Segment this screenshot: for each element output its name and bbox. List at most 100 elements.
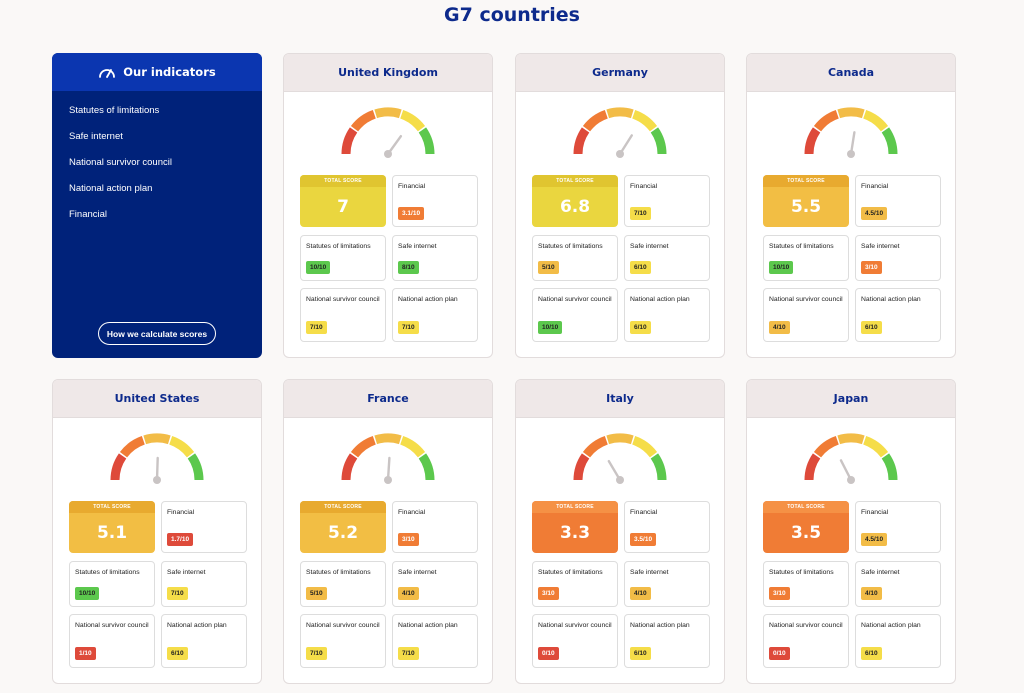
council-score: 1/10 bbox=[75, 647, 96, 660]
gauge-segment bbox=[119, 436, 145, 458]
statutes-label: Statutes of limitations bbox=[306, 569, 371, 576]
score-gauge bbox=[110, 433, 204, 484]
speedometer-icon bbox=[99, 69, 116, 78]
gauge-segment bbox=[606, 433, 634, 445]
council-label: National survivor council bbox=[769, 622, 843, 629]
financial-label: Financial bbox=[630, 509, 658, 516]
total-score-label: TOTAL SCORE bbox=[300, 501, 386, 513]
financial-score: 1.7/10 bbox=[167, 533, 194, 546]
financial-score: 7/10 bbox=[630, 207, 651, 220]
score-gauge bbox=[341, 433, 435, 484]
gauge-segment bbox=[881, 127, 898, 155]
gauge-segment bbox=[374, 433, 402, 445]
action-plan-cell: National action plan 7/10 bbox=[392, 288, 478, 342]
indicators-list: Statutes of limitations Safe internet Na… bbox=[52, 91, 262, 235]
total-score-box: TOTAL SCORE 5.5 bbox=[763, 175, 849, 227]
council-label: National survivor council bbox=[75, 622, 149, 629]
country-card: France TOTAL SCORE 5.2 Financial 3/10 St… bbox=[283, 379, 493, 684]
country-name: Germany bbox=[516, 54, 724, 92]
country-card: Germany TOTAL SCORE 6.8 Financial 7/10 S… bbox=[515, 53, 725, 358]
score-gauge bbox=[573, 107, 667, 158]
safe-internet-cell: Safe internet 4/10 bbox=[624, 561, 710, 607]
action-plan-score: 6/10 bbox=[861, 321, 882, 334]
gauge-segment bbox=[863, 436, 889, 458]
gauge-segment bbox=[582, 110, 608, 132]
financial-cell: Financial 7/10 bbox=[624, 175, 710, 227]
financial-label: Financial bbox=[861, 183, 889, 190]
action-plan-score: 6/10 bbox=[630, 321, 651, 334]
council-cell: National survivor council 4/10 bbox=[763, 288, 849, 342]
statutes-score: 10/10 bbox=[75, 587, 100, 600]
safe-internet-cell: Safe internet 4/10 bbox=[392, 561, 478, 607]
council-cell: National survivor council 0/10 bbox=[532, 614, 618, 668]
gauge-segment bbox=[350, 110, 376, 132]
total-score-value: 5.1 bbox=[96, 523, 128, 543]
statutes-score: 5/10 bbox=[538, 261, 559, 274]
statutes-label: Statutes of limitations bbox=[769, 569, 834, 576]
score-gauge bbox=[804, 433, 898, 484]
gauge-segment bbox=[573, 453, 590, 481]
total-score-label: TOTAL SCORE bbox=[763, 501, 849, 513]
action-plan-score: 7/10 bbox=[398, 321, 419, 334]
gauge-segment bbox=[606, 107, 634, 119]
gauge-segment bbox=[632, 436, 658, 458]
safe-internet-cell: Safe internet 6/10 bbox=[624, 235, 710, 281]
safe-internet-score: 4/10 bbox=[630, 587, 651, 600]
country-name: Japan bbox=[747, 380, 955, 418]
gauge-segment bbox=[837, 107, 865, 119]
statutes-label: Statutes of limitations bbox=[769, 243, 834, 250]
total-score-value: 5.5 bbox=[790, 197, 822, 217]
gauge-hub bbox=[616, 150, 624, 158]
statutes-score: 10/10 bbox=[769, 261, 794, 274]
total-score-box: TOTAL SCORE 5.1 bbox=[69, 501, 155, 553]
total-score-label: TOTAL SCORE bbox=[69, 501, 155, 513]
indicators-title: Our indicators bbox=[123, 65, 216, 79]
safe-internet-cell: Safe internet 4/10 bbox=[855, 561, 941, 607]
total-score-value: 3.3 bbox=[559, 523, 591, 543]
council-score: 7/10 bbox=[306, 321, 327, 334]
gauge-segment bbox=[418, 453, 435, 481]
action-plan-cell: National action plan 7/10 bbox=[392, 614, 478, 668]
total-score-value: 3.5 bbox=[790, 523, 822, 543]
safe-internet-label: Safe internet bbox=[861, 243, 900, 250]
gauge-hub bbox=[847, 150, 855, 158]
action-plan-cell: National action plan 6/10 bbox=[624, 614, 710, 668]
indicator-item: Statutes of limitations bbox=[69, 105, 160, 116]
how-we-calculate-button[interactable]: How we calculate scores bbox=[98, 322, 216, 345]
financial-score: 4.5/10 bbox=[861, 207, 888, 220]
gauge-segment bbox=[650, 453, 667, 481]
action-plan-label: National action plan bbox=[398, 296, 458, 303]
financial-score: 3/10 bbox=[398, 533, 419, 546]
council-label: National survivor council bbox=[306, 296, 380, 303]
indicators-panel: Our indicators Statutes of limitations S… bbox=[52, 53, 262, 358]
gauge-segment bbox=[374, 107, 402, 119]
gauge-segment bbox=[143, 433, 171, 445]
safe-internet-label: Safe internet bbox=[167, 569, 206, 576]
total-score-box: TOTAL SCORE 3.5 bbox=[763, 501, 849, 553]
gauge-segment bbox=[582, 436, 608, 458]
safe-internet-score: 7/10 bbox=[167, 587, 188, 600]
financial-cell: Financial 1.7/10 bbox=[161, 501, 247, 553]
action-plan-cell: National action plan 6/10 bbox=[855, 288, 941, 342]
financial-label: Financial bbox=[630, 183, 658, 190]
financial-label: Financial bbox=[398, 509, 426, 516]
action-plan-cell: National action plan 6/10 bbox=[855, 614, 941, 668]
gauge-hub bbox=[847, 476, 855, 484]
statutes-label: Statutes of limitations bbox=[306, 243, 371, 250]
gauge-segment bbox=[881, 453, 898, 481]
action-plan-score: 6/10 bbox=[861, 647, 882, 660]
gauge-segment bbox=[341, 127, 358, 155]
safe-internet-score: 3/10 bbox=[861, 261, 882, 274]
safe-internet-cell: Safe internet 8/10 bbox=[392, 235, 478, 281]
country-name: Italy bbox=[516, 380, 724, 418]
financial-cell: Financial 4.5/10 bbox=[855, 175, 941, 227]
financial-score: 3.5/10 bbox=[630, 533, 657, 546]
council-cell: National survivor council 7/10 bbox=[300, 288, 386, 342]
country-card: Canada TOTAL SCORE 5.5 Financial 4.5/10 … bbox=[746, 53, 956, 358]
safe-internet-cell: Safe internet 7/10 bbox=[161, 561, 247, 607]
gauge-segment bbox=[187, 453, 204, 481]
gauge-segment bbox=[837, 433, 865, 445]
gauge-segment bbox=[400, 436, 426, 458]
financial-score: 3.1/10 bbox=[398, 207, 425, 220]
gauge-segment bbox=[573, 127, 590, 155]
